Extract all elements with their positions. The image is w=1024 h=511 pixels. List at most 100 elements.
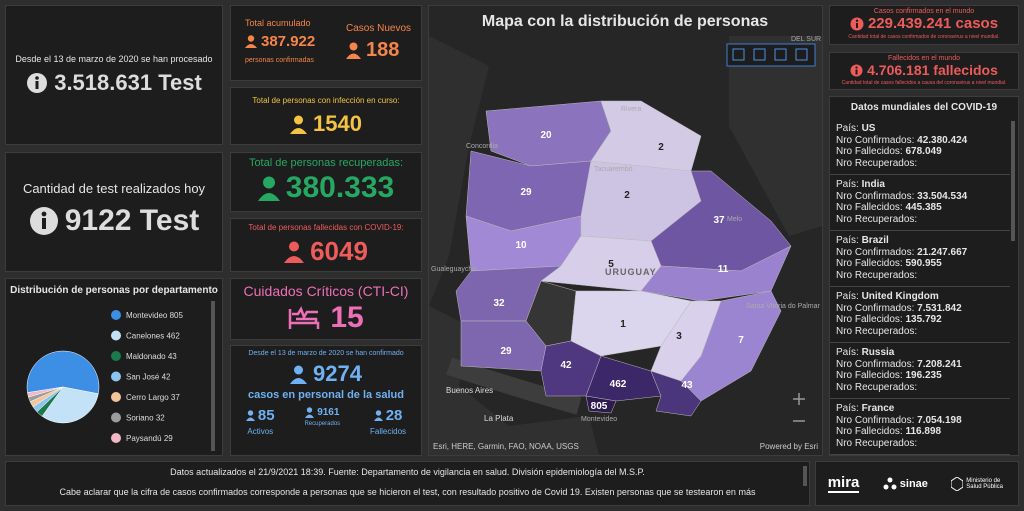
scrollbar[interactable] bbox=[1011, 121, 1015, 241]
cti-panel: Cuidados Críticos (CTI-CI) 15 bbox=[230, 278, 422, 340]
legend-label: Soriano 32 bbox=[126, 414, 165, 423]
value: 380.333 bbox=[285, 171, 395, 204]
legend-value: 805 bbox=[170, 311, 184, 320]
basemap-button[interactable] bbox=[795, 48, 808, 61]
caption: personas confirmadas bbox=[245, 57, 314, 64]
legend-name: Maldonado bbox=[126, 352, 166, 361]
country-line: Nro Fallecidos: 590.955 bbox=[836, 258, 1004, 270]
powered-by: Powered by Esri bbox=[760, 442, 818, 451]
legend-button[interactable] bbox=[753, 48, 766, 61]
field-label: Nro Confirmados: bbox=[836, 358, 915, 370]
country-line: Nro Confirmados: 7.054.198 bbox=[836, 415, 1004, 427]
field-value: 590.955 bbox=[905, 258, 942, 269]
scrollbar[interactable] bbox=[803, 466, 807, 486]
value: 9122 Test bbox=[64, 204, 200, 237]
place-label: Concordia bbox=[466, 143, 498, 150]
caption: Cantidad total de casos confirmados de c… bbox=[848, 34, 1000, 40]
country-item[interactable]: País: US Nro Confirmados: 42.380.424 Nro F… bbox=[830, 119, 1010, 175]
home-button[interactable] bbox=[732, 48, 745, 61]
land bbox=[429, 306, 599, 455]
region-label: 42 bbox=[560, 360, 572, 371]
value: 9274 bbox=[313, 361, 362, 386]
zoom[interactable] bbox=[793, 393, 805, 422]
title: Cuidados Críticos (CTI-CI) bbox=[243, 283, 409, 299]
toolbar[interactable] bbox=[726, 43, 816, 67]
pie-slice bbox=[26, 350, 100, 395]
field-label: Nro Fallecidos: bbox=[836, 426, 903, 437]
country-line: Nro Fallecidos: 135.792 bbox=[836, 314, 1004, 326]
field-label: Nro Fallecidos: bbox=[836, 202, 903, 213]
country-item[interactable]: País: Russia Nro Confirmados: 7.208.241 Nr… bbox=[830, 343, 1010, 399]
country-item[interactable]: País: Brazil Nro Confirmados: 21.247.667 N… bbox=[830, 231, 1010, 287]
country-item[interactable]: País: France Nro Confirmados: 7.054.198 Nr… bbox=[830, 399, 1010, 455]
place-label: Tacuarembó bbox=[594, 166, 633, 173]
world-deaths-panel: Fallecidos en el mundo 4.706.181 falleci… bbox=[829, 52, 1019, 90]
country-line: Nro Confirmados: 21.247.667 bbox=[836, 247, 1004, 259]
staff-label: Activos bbox=[247, 427, 274, 436]
field-label: Nro Confirmados: bbox=[836, 246, 915, 258]
list-title: Datos mundiales del COVID-19 bbox=[850, 102, 998, 113]
country-list[interactable]: País: US Nro Confirmados: 42.380.424 Nro F… bbox=[830, 119, 1010, 455]
field-label: Nro Recuperados: bbox=[836, 157, 918, 169]
country-item[interactable]: País: United Kingdom Nro Confirmados: 7.5… bbox=[830, 287, 1010, 343]
country-item[interactable]: País: India Nro Confirmados: 33.504.534 Nr… bbox=[830, 175, 1010, 231]
staff-label: Fallecidos bbox=[370, 427, 407, 436]
msp-icon bbox=[951, 476, 964, 491]
region-label: 32 bbox=[493, 298, 505, 309]
pie-title: Distribución de personas por departament… bbox=[10, 285, 218, 296]
legend-label: Montevideo 805 bbox=[126, 311, 183, 320]
country-line: Nro Fallecidos: 116.898 bbox=[836, 426, 1004, 438]
country-line: Nro Recuperados: bbox=[836, 214, 1004, 226]
new-row: 188 bbox=[346, 39, 399, 62]
country-line: Nro Fallecidos: 678.049 bbox=[836, 146, 1004, 158]
staff-items: 85 Activos 9161 Recuperados 28 Fallecidos bbox=[231, 407, 421, 436]
region-label: 805 bbox=[591, 401, 608, 412]
person-icon bbox=[284, 241, 305, 263]
field-value: 42.380.424 bbox=[917, 134, 968, 146]
updated: Datos actualizados el 21/9/2021 18:39. F… bbox=[170, 467, 645, 477]
value-row: 1540 bbox=[231, 111, 421, 137]
zoom-in[interactable] bbox=[793, 393, 805, 405]
value: 1540 bbox=[313, 111, 362, 136]
map: Mapa con la distribución de personas 20 … bbox=[429, 6, 822, 455]
legend-value: 462 bbox=[166, 332, 180, 341]
staff-item: 28 Fallecidos bbox=[370, 407, 406, 436]
field-label: Nro Recuperados: bbox=[836, 269, 918, 281]
region-label: 7 bbox=[738, 335, 744, 346]
region-label: 5 bbox=[608, 259, 614, 270]
staff-value-row: 9161 bbox=[304, 407, 340, 418]
legend-value: 42 bbox=[162, 373, 171, 382]
field-label: Nro Recuperados: bbox=[836, 381, 918, 393]
staff-value: 28 bbox=[385, 407, 403, 424]
field-value: 196.235 bbox=[905, 370, 942, 381]
place-label: Gualeguaychú bbox=[431, 266, 476, 273]
layers-button[interactable] bbox=[774, 48, 787, 61]
map-toolbar[interactable] bbox=[726, 43, 816, 67]
person-icon bbox=[305, 407, 315, 418]
field-label: Nro Fallecidos: bbox=[836, 314, 903, 325]
legend-label: Maldonado 43 bbox=[126, 352, 177, 361]
logo-text: sinae bbox=[899, 477, 928, 490]
country-line: País: Brazil bbox=[836, 235, 1004, 247]
world-cases-panel: Casos confirmados en el mundo 229.439.24… bbox=[829, 5, 1019, 45]
field-label: Nro Confirmados: bbox=[836, 134, 915, 146]
field-label: Nro Recuperados: bbox=[836, 213, 918, 225]
country-line: Nro Recuperados: bbox=[836, 270, 1004, 282]
legend-swatch bbox=[111, 412, 121, 423]
region-label: 29 bbox=[520, 187, 532, 198]
person-icon bbox=[257, 176, 280, 201]
place-label: La Plata bbox=[484, 414, 514, 423]
staff-value: 9161 bbox=[317, 407, 340, 418]
info-icon bbox=[850, 17, 864, 30]
country-line: País: US bbox=[836, 123, 1004, 135]
place-labels: Concordia Tacuarembó Rivera Melo Gualegu… bbox=[431, 36, 821, 423]
caption: Cantidad de test realizados hoy bbox=[22, 181, 206, 196]
field-value: India bbox=[861, 179, 885, 190]
scrollbar bbox=[211, 301, 215, 451]
country-line: País: India bbox=[836, 179, 1004, 191]
caption: Desde el 13 de marzo de 2020 se han conf… bbox=[248, 350, 404, 357]
info-icon bbox=[27, 73, 48, 93]
field-label: Nro Recuperados: bbox=[836, 437, 918, 449]
info-icon bbox=[850, 64, 863, 76]
